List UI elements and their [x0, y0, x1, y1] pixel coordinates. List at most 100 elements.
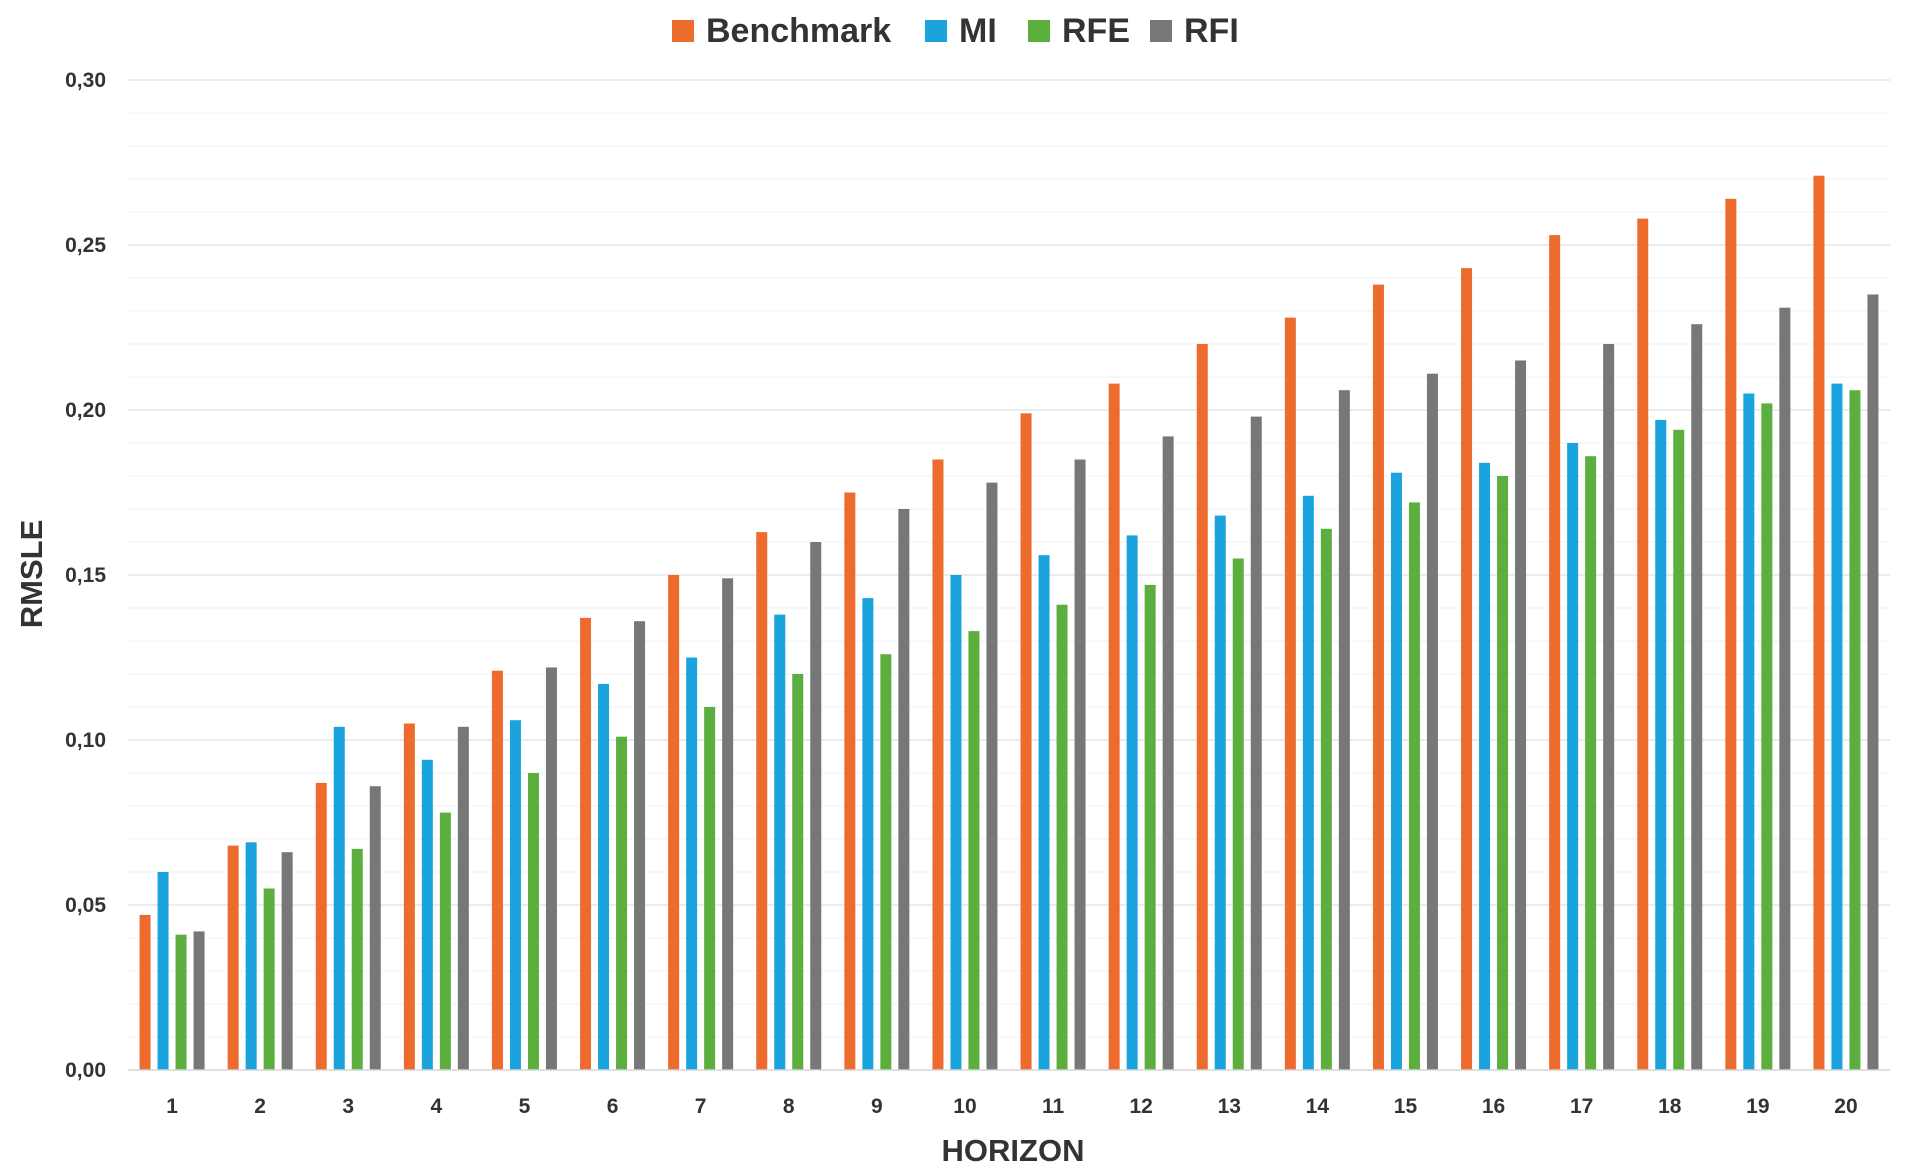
bar-rfe-11	[1056, 604, 1068, 1070]
bar-mi-11	[1038, 555, 1050, 1070]
bar-rfe-13	[1232, 558, 1244, 1070]
bar-benchmark-6	[580, 617, 592, 1070]
bar-rfe-10	[968, 631, 980, 1070]
bar-mi-20	[1831, 383, 1843, 1071]
bar-benchmark-3	[315, 782, 327, 1070]
y-tick-label: 0,30	[65, 69, 106, 92]
bar-rfi-13	[1250, 416, 1262, 1071]
bar-benchmark-15	[1372, 284, 1384, 1071]
legend-label-rfe: RFE	[1062, 12, 1130, 50]
bar-rfi-4	[457, 726, 469, 1070]
bar-benchmark-9	[844, 492, 856, 1070]
legend-swatch-benchmark	[672, 20, 694, 42]
x-tick-label: 17	[1570, 1095, 1593, 1118]
bar-rfe-8	[792, 674, 804, 1070]
x-tick-label: 7	[695, 1095, 707, 1118]
bar-rfi-1	[193, 931, 205, 1070]
bar-benchmark-10	[932, 459, 944, 1070]
bar-benchmark-7	[668, 575, 680, 1070]
bar-benchmark-4	[403, 723, 415, 1070]
bar-mi-1	[157, 872, 169, 1070]
x-tick-label: 6	[607, 1095, 619, 1118]
bar-rfe-6	[616, 736, 628, 1070]
bar-mi-2	[245, 842, 257, 1070]
bar-rfi-19	[1779, 307, 1791, 1070]
x-tick-labels: 1 2 3 4 5 6 7 8 9 10 11 12 13 14 15 16 17 18 19 20	[166, 1095, 1857, 1118]
x-tick-label: 12	[1129, 1095, 1152, 1118]
bar-mi-14	[1302, 495, 1314, 1070]
x-tick-label: 16	[1482, 1095, 1505, 1118]
x-tick-label: 15	[1394, 1095, 1418, 1118]
bars	[139, 175, 1879, 1071]
y-tick-label: 0,05	[65, 894, 106, 917]
x-tick-label: 18	[1658, 1095, 1682, 1118]
bar-mi-7	[686, 657, 698, 1070]
bar-mi-6	[598, 683, 610, 1070]
bar-mi-8	[774, 614, 786, 1070]
bar-rfi-16	[1515, 360, 1527, 1070]
bar-rfe-12	[1144, 584, 1156, 1070]
bar-rfi-20	[1867, 294, 1879, 1070]
bar-rfe-3	[351, 848, 363, 1070]
legend-label-mi: MI	[959, 12, 997, 50]
y-axis-title: RMSLE	[14, 520, 49, 629]
bar-rfi-11	[1074, 459, 1086, 1070]
bar-benchmark-13	[1196, 344, 1208, 1070]
x-tick-label: 13	[1218, 1095, 1241, 1118]
y-tick-labels: 0,00 0,05 0,10 0,15 0,20 0,25 0,30	[65, 69, 106, 1082]
bar-rfi-17	[1603, 344, 1615, 1070]
bar-benchmark-12	[1108, 383, 1120, 1071]
bar-rfe-18	[1673, 429, 1685, 1070]
x-tick-label: 5	[519, 1095, 531, 1118]
bar-rfe-20	[1849, 390, 1861, 1070]
bar-rfe-4	[439, 812, 451, 1070]
bar-rfi-8	[810, 542, 822, 1070]
bar-benchmark-19	[1725, 198, 1737, 1071]
y-tick-label: 0,15	[65, 564, 106, 587]
bar-rfe-1	[175, 934, 187, 1070]
bar-rfi-18	[1691, 324, 1703, 1070]
bar-mi-9	[862, 598, 874, 1070]
bar-mi-16	[1479, 462, 1491, 1070]
legend-label-benchmark: Benchmark	[706, 12, 891, 50]
x-tick-label: 8	[783, 1095, 795, 1118]
bar-rfi-5	[545, 667, 557, 1070]
y-tick-label: 0,10	[65, 729, 106, 752]
bar-benchmark-1	[139, 914, 151, 1070]
bar-benchmark-2	[227, 845, 239, 1070]
bar-mi-4	[421, 759, 433, 1070]
bar-rfe-15	[1408, 502, 1420, 1070]
x-tick-label: 11	[1042, 1095, 1065, 1118]
bar-mi-17	[1567, 443, 1579, 1070]
x-tick-label: 1	[166, 1095, 178, 1118]
bar-mi-3	[333, 726, 345, 1070]
bar-mi-18	[1655, 419, 1667, 1070]
x-tick-label: 9	[871, 1095, 883, 1118]
bar-rfe-5	[527, 773, 539, 1070]
legend: Benchmark MI RFE RFI	[672, 12, 1239, 50]
bar-mi-15	[1390, 472, 1402, 1070]
bar-mi-12	[1126, 535, 1138, 1070]
y-tick-label: 0,00	[65, 1059, 106, 1082]
bar-rfi-15	[1426, 373, 1438, 1070]
legend-swatch-rfi	[1150, 20, 1172, 42]
bar-rfe-17	[1585, 456, 1597, 1070]
gridlines	[128, 79, 1890, 1038]
x-tick-label: 4	[431, 1095, 443, 1118]
bar-rfi-10	[986, 482, 998, 1071]
y-tick-label: 0,25	[65, 234, 106, 257]
bar-mi-5	[509, 720, 521, 1070]
legend-swatch-mi	[925, 20, 947, 42]
x-tick-label: 2	[254, 1095, 266, 1118]
bar-rfi-2	[281, 852, 293, 1070]
bar-rfi-9	[898, 509, 910, 1070]
x-axis-title: HORIZON	[942, 1133, 1085, 1168]
bar-benchmark-14	[1284, 317, 1296, 1071]
bar-mi-13	[1214, 515, 1226, 1070]
bar-rfe-7	[704, 707, 716, 1070]
bar-benchmark-18	[1637, 218, 1649, 1071]
bar-rfe-19	[1761, 403, 1773, 1070]
x-tick-label: 10	[953, 1095, 976, 1118]
